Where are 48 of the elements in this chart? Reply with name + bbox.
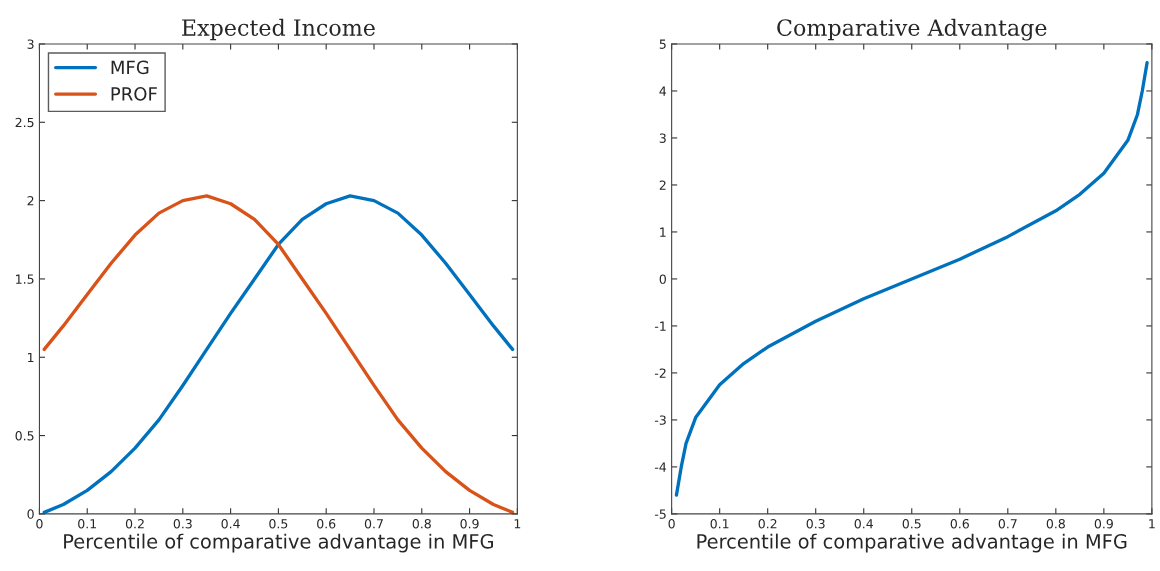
chart-title: Comparative Advantage	[777, 18, 1047, 41]
line-series	[674, 61, 1149, 497]
x-axis-title: Percentile of comparative advantage in MFG	[64, 533, 493, 553]
y-tick-label: 1.5	[16, 274, 34, 284]
y-tick-label: 1	[28, 352, 34, 362]
y-tick-label: 2	[659, 180, 666, 190]
y-tick-label: 2.5	[15, 117, 34, 128]
x-tick-label: 0.8	[412, 518, 431, 529]
x-tick-label: 0	[36, 518, 43, 529]
legend-label: MFG	[111, 60, 149, 75]
x-tick-label: 1	[514, 519, 521, 529]
y-tick-label: 3	[27, 39, 34, 49]
y-tick-label: -2	[654, 368, 666, 378]
x-tick-label: 0.3	[806, 518, 825, 529]
x-tick-label: 0.5	[902, 518, 921, 529]
y-tick-label: -1	[654, 321, 666, 331]
x-tick-label: 1	[1149, 519, 1155, 529]
x-tick-label: 0.7	[998, 518, 1017, 529]
chart-title: Expected Income	[182, 18, 375, 41]
y-tick-label: 4	[659, 86, 667, 96]
x-tick-label: 0.7	[364, 518, 383, 529]
x-tick-label: 0.2	[758, 518, 777, 529]
x-tick-label: 0.5	[269, 518, 288, 529]
y-tick-label: 0	[27, 509, 34, 519]
y-tick-label: 1	[660, 227, 666, 237]
x-tick-label: 0.4	[221, 518, 240, 529]
y-tick-label: -4	[654, 462, 667, 472]
y-tick-label: 2	[27, 196, 34, 206]
x-tick-label: 0.1	[710, 518, 729, 529]
y-tick-label: 3	[659, 133, 666, 143]
x-tick-label: 0.6	[317, 518, 336, 529]
x-tick-label: 0.3	[173, 518, 192, 529]
x-tick-label: 0.9	[1094, 518, 1113, 529]
y-tick-label: 5	[659, 39, 666, 49]
x-tick-label: 0.2	[125, 518, 144, 529]
x-tick-label: 0.9	[460, 518, 479, 529]
x-tick-label: 0.4	[854, 518, 873, 529]
x-tick-label: 0.8	[1046, 518, 1065, 529]
x-tick-label: 0.6	[950, 518, 969, 529]
legend-label: PROF	[111, 87, 157, 101]
y-tick-label: 0	[659, 274, 666, 284]
y-tick-label: -5	[654, 509, 666, 519]
x-tick-label: 0.1	[78, 518, 97, 529]
line-series	[42, 194, 515, 514]
y-tick-label: 0.5	[15, 431, 34, 441]
x-tick-label: 0	[668, 518, 675, 529]
y-tick-label: -3	[654, 415, 666, 425]
x-axis-title: Percentile of comparative advantage in MFG	[697, 533, 1127, 553]
